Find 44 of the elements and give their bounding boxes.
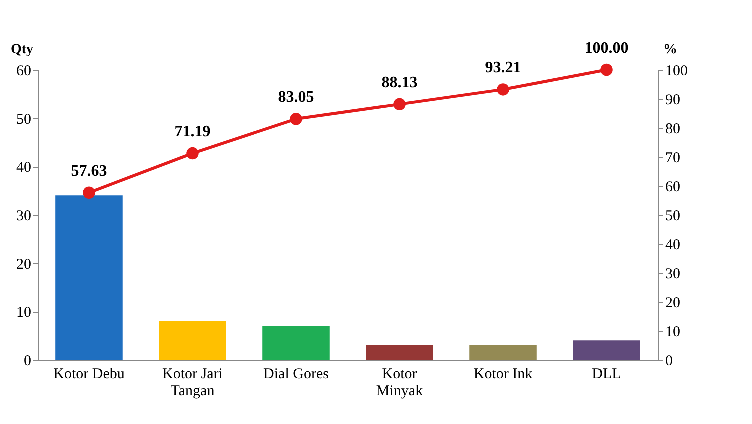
data-label: 83.05 [278,89,314,106]
y2-tick-label: 20 [666,296,680,312]
point [497,84,510,96]
y2-tick-label: 90 [666,92,680,108]
y2-tick-label: 10 [666,324,680,340]
bar [56,196,123,360]
x-tick-label: Kotor Minyak [376,366,424,400]
data-label: 57.63 [71,162,108,180]
bar [470,346,537,360]
bar [573,340,640,360]
y-tick-label: 50 [16,112,32,128]
y-tick-label: 20 [16,256,32,273]
y-tick-label: 30 [16,208,32,224]
point [83,186,96,199]
y2-tick-label: 80 [666,122,680,138]
point [290,113,302,126]
point [186,147,199,160]
y2-tick-label: 0 [666,354,673,370]
y2-tick-label: 70 [666,150,680,166]
y-axis-title: Qty [10,42,34,58]
y2-tick-label: 40 [666,238,680,254]
bar [159,321,226,360]
x-tick-label: Kotor Jari Tangan [162,366,223,400]
data-label: 100.00 [584,40,629,57]
y2-tick-label: 30 [666,266,680,282]
bar [262,326,330,360]
x-tick-label: Kotor Ink [474,366,534,382]
point [600,64,613,76]
y-tick-label: 40 [16,160,32,176]
bar [366,346,434,360]
point [394,98,406,111]
x-tick-label: Dial Gores [264,366,330,382]
y2-tick-label: 50 [666,208,680,224]
data-label: 88.13 [382,74,418,92]
y2-axis-title: % [664,42,678,58]
y2-tick-label: 60 [666,180,680,196]
x-tick-label: DLL [592,366,622,382]
data-label: 93.21 [485,60,522,77]
y2-tick-label: 100 [666,64,688,80]
y-tick-label: 10 [16,305,32,322]
x-tick-label: Kotor Debu [54,366,126,382]
data-label: 71.19 [174,124,211,141]
y-tick-label: 60 [16,64,32,80]
y-tick-label: 0 [24,354,32,370]
